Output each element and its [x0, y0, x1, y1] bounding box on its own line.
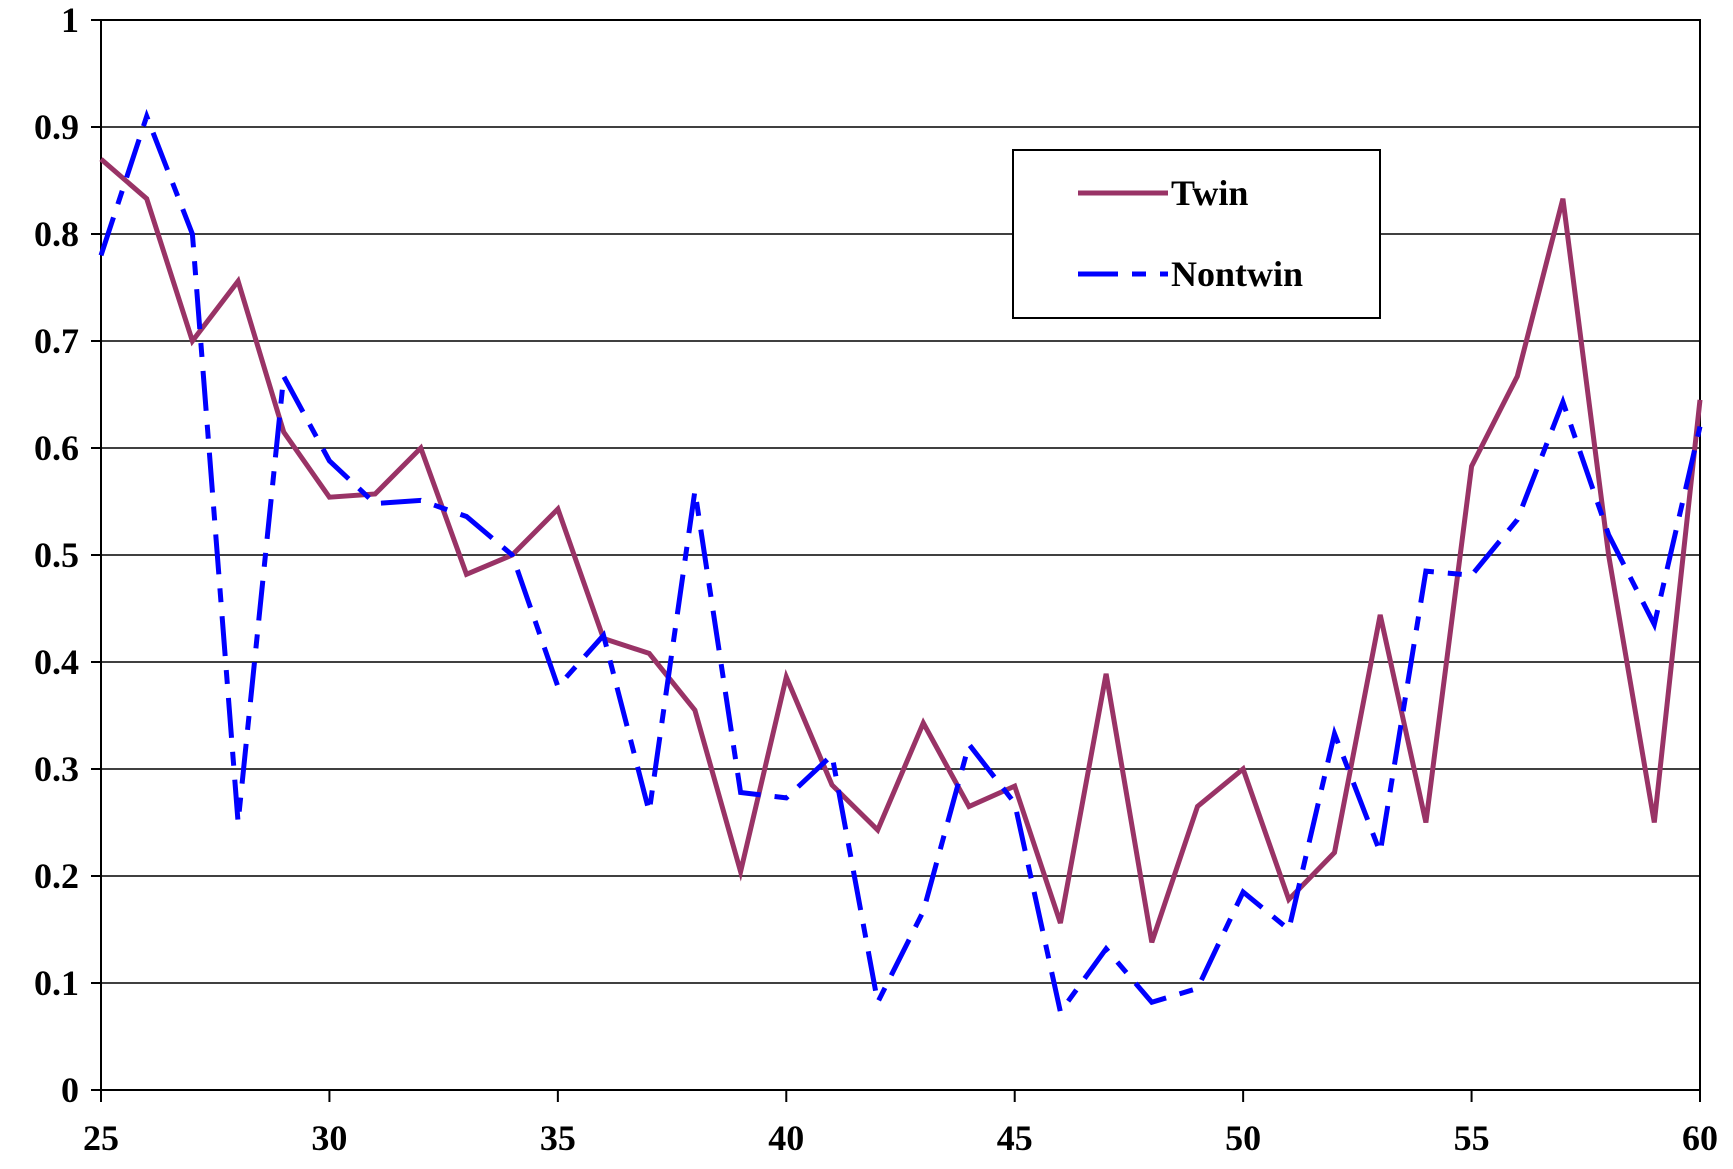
x-tick-label: 60 — [1682, 1118, 1718, 1158]
y-tick-label: 0.9 — [34, 107, 79, 147]
y-tick-label: 0.5 — [34, 535, 79, 575]
y-tick-label: 0.8 — [34, 214, 79, 254]
x-tick-label: 50 — [1225, 1118, 1261, 1158]
legend: Twin Nontwin — [1012, 149, 1381, 319]
legend-box — [1012, 149, 1381, 319]
y-tick-label: 0 — [61, 1070, 79, 1110]
series-line-nontwin — [98, 108, 1703, 1018]
y-tick-label: 0.1 — [34, 963, 79, 1003]
x-tick-label: 45 — [997, 1118, 1033, 1158]
x-axis-ticks: 25 30 35 40 45 50 55 60 — [83, 1090, 1718, 1158]
y-tick-label: 0.6 — [34, 428, 79, 468]
series-lines — [98, 108, 1703, 1018]
x-tick-label: 30 — [311, 1118, 347, 1158]
legend-label-twin: Twin — [1171, 173, 1248, 213]
x-tick-label: 55 — [1454, 1118, 1490, 1158]
y-tick-label: 0.4 — [34, 642, 79, 682]
y-axis-ticks: 0 0.1 0.2 0.3 0.4 0.5 0.6 0.7 0.8 0.9 1 — [34, 0, 101, 1110]
x-tick-label: 40 — [768, 1118, 804, 1158]
y-tick-label: 0.2 — [34, 856, 79, 896]
gridlines — [101, 126, 1700, 984]
x-tick-label: 25 — [83, 1118, 119, 1158]
y-tick-label: 1 — [61, 0, 79, 40]
y-tick-label: 0.3 — [34, 749, 79, 789]
x-tick-label: 35 — [540, 1118, 576, 1158]
y-tick-label: 0.7 — [34, 321, 79, 361]
legend-label-nontwin: Nontwin — [1171, 254, 1303, 294]
